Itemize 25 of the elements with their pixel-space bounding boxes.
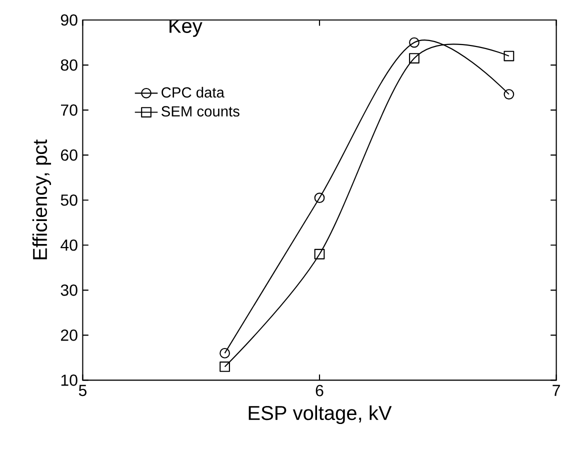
legend-label: SEM counts xyxy=(162,106,240,117)
y-axis-title: Efficiency, pct xyxy=(32,140,52,260)
point xyxy=(220,362,230,372)
y-tick-label: 30 xyxy=(60,284,78,296)
y-tick-label: 10 xyxy=(61,374,78,386)
y-tick-label: 90 xyxy=(60,14,78,26)
legend-title: Key xyxy=(170,19,202,38)
point xyxy=(314,192,325,204)
y-tick-label: 40 xyxy=(60,240,78,251)
point xyxy=(409,53,420,64)
y-tick-label: 20 xyxy=(60,330,78,342)
point xyxy=(504,89,514,100)
point xyxy=(409,38,420,48)
x-axis-title: ESP voltage, kV xyxy=(248,406,392,424)
legend-label: CPC data xyxy=(162,87,224,98)
x-tick-label: 6 xyxy=(316,385,324,396)
point xyxy=(314,249,325,260)
x-tick-label: 5 xyxy=(78,385,86,396)
y-tick-label: 80 xyxy=(60,60,78,71)
y-tick-label: 70 xyxy=(61,104,78,116)
y-tick-label: 60 xyxy=(61,150,78,161)
x-tick-label: 7 xyxy=(552,385,560,396)
point xyxy=(220,348,230,359)
point xyxy=(504,51,514,62)
y-tick-label: 50 xyxy=(60,194,78,206)
